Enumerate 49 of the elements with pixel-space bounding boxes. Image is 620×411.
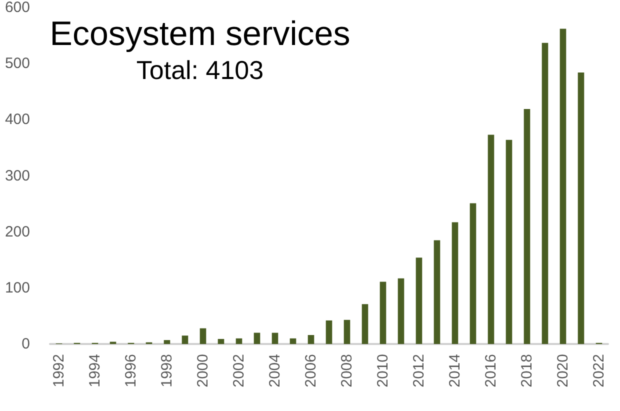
x-tick-label: 2004 (266, 354, 284, 388)
y-tick-label: 600 (4, 0, 30, 16)
text: Total: 4103 (136, 55, 264, 85)
bar (308, 335, 314, 344)
bar (164, 340, 170, 344)
x-tick-label: 1994 (86, 354, 104, 388)
y-tick-label: 200 (4, 223, 30, 240)
bar (524, 109, 530, 344)
y-tick-label: 400 (4, 111, 30, 128)
x-tick-label: 2020 (554, 354, 572, 388)
x-tick-label: 2018 (518, 354, 536, 388)
chart-title: Ecosystem services (50, 15, 350, 53)
y-tick-label: 300 (4, 167, 30, 184)
x-tick-label: 2014 (446, 354, 464, 388)
bar (326, 320, 332, 344)
x-tick-label: 1996 (122, 354, 140, 388)
bar (290, 338, 296, 344)
bar (506, 140, 512, 344)
x-tick-label: 1992 (50, 354, 68, 388)
bar (236, 338, 242, 344)
bar (578, 72, 584, 344)
bar (218, 338, 224, 344)
x-tick-label: 2002 (230, 354, 248, 388)
x-tick-label: 2000 (194, 354, 212, 388)
bar (254, 332, 260, 344)
bar (470, 203, 476, 344)
bar (398, 278, 404, 344)
bar (488, 134, 494, 344)
x-tick-label: 2006 (302, 354, 320, 388)
x-tick-label: 2008 (338, 354, 356, 388)
x-tick-label: 2016 (482, 354, 500, 388)
y-tick-label: 0 (22, 336, 30, 352)
bar (560, 28, 566, 344)
x-tick-label: 2010 (374, 354, 392, 388)
y-tick-label: 500 (4, 55, 30, 72)
bar (200, 328, 206, 344)
bar (380, 282, 386, 344)
bar (344, 320, 350, 344)
y-tick-label: 100 (4, 279, 30, 296)
x-tick-label: 2022 (590, 354, 608, 388)
bar (434, 240, 440, 344)
bar (362, 304, 368, 344)
bar (416, 258, 422, 344)
x-tick-label: 2012 (410, 354, 428, 388)
bar (452, 222, 458, 344)
x-tick-label: 1998 (158, 354, 176, 388)
bar (182, 336, 188, 344)
bar (272, 332, 278, 344)
bar (542, 42, 548, 344)
